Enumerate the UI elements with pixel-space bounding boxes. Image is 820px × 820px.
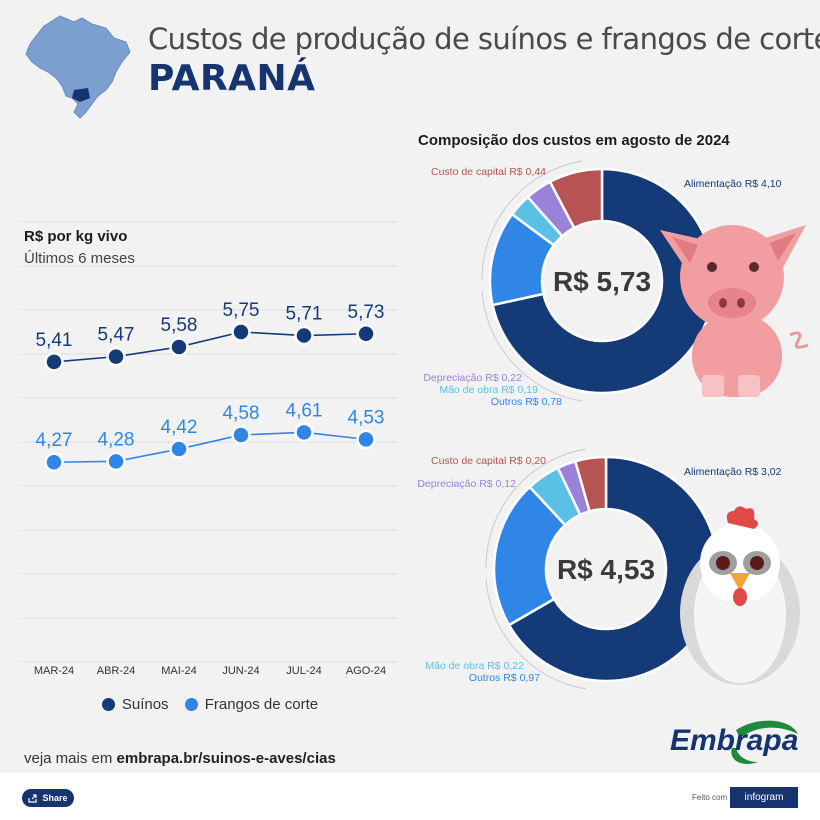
- x-tick-label: MAR-24: [34, 665, 74, 677]
- legend-swatch-suinos: [101, 698, 115, 711]
- data-label: 5,47: [98, 325, 135, 346]
- chicken-beak: [730, 573, 750, 591]
- x-tick-label: JUL-24: [286, 665, 321, 677]
- guide-arc: [481, 290, 583, 402]
- data-point: [231, 322, 251, 342]
- data-label: 4,28: [98, 429, 135, 450]
- footer-more-info: veja mais em embrapa.br/suinos-e-aves/ci…: [24, 750, 336, 767]
- pig-ear: [660, 230, 705, 275]
- feito-com-label: Feito com: [692, 793, 728, 802]
- chicken-head: [700, 523, 780, 603]
- donut-slice-outros: [492, 485, 567, 627]
- pig-nostril: [719, 298, 727, 308]
- pig-head: [680, 225, 784, 329]
- legend-item-frangos[interactable]: Frangos de corte: [184, 696, 319, 713]
- data-label: 5,75: [223, 300, 260, 321]
- data-label: 5,71: [286, 304, 323, 325]
- data-point: [356, 429, 376, 450]
- slice-label-mao_de_obra: Mão de obra R$ 0,22: [425, 660, 524, 672]
- bottom-bar: [0, 773, 820, 820]
- slice-label-mao_de_obra: Mão de obra R$ 0,19: [439, 384, 538, 396]
- legend-label-frangos: Frangos de corte: [204, 696, 319, 713]
- donut-slice-capital: [573, 455, 608, 513]
- data-point: [294, 325, 314, 346]
- line-chart: MAR-24 ABR-24 MAI-24 JUN-24 JUL-24 AGO-24 5,41…: [22, 221, 397, 677]
- footer-link[interactable]: embrapa.br/suinos-e-aves/cias: [116, 750, 336, 767]
- pig-eye: [707, 262, 717, 272]
- data-label: 4,58: [223, 403, 260, 424]
- donut-center-label: R$ 4,53: [557, 554, 655, 585]
- slice-label-capital: Custo de capital R$ 0,44: [431, 166, 546, 178]
- footer-prefix: veja mais em: [24, 750, 117, 767]
- x-tick-label: MAI-24: [161, 665, 196, 677]
- x-tick-label: JUN-24: [222, 665, 259, 677]
- data-label: 5,41: [36, 330, 73, 351]
- data-point: [44, 452, 64, 472]
- pig-nostril: [737, 298, 745, 308]
- data-point: [231, 425, 251, 445]
- chicken-comb: [726, 506, 758, 529]
- data-point: [106, 346, 126, 367]
- pig-icon: [660, 225, 809, 397]
- pig-leg: [702, 375, 724, 397]
- line-chart-title: R$ por kg vivo: [24, 228, 128, 245]
- chicken-cost-donut: R$ 4,53 Alimentação R$ 3,02 Outros R$ 0,97…: [417, 448, 800, 690]
- slice-label-outros: Outros R$ 0,78: [491, 396, 562, 408]
- page-title: Custos de produção de suínos e frangos d…: [148, 22, 820, 56]
- pig-ear-inner: [770, 233, 796, 261]
- x-tick-label: ABR-24: [97, 665, 136, 677]
- data-point: [169, 337, 189, 357]
- data-label: 5,73: [348, 302, 385, 323]
- guide-arc: [485, 578, 587, 690]
- chicken-wattle: [733, 588, 747, 606]
- series-line-suinos: [53, 331, 367, 363]
- line-chart-legend: Suínos Frangos de corte: [0, 696, 420, 715]
- data-point: [44, 352, 64, 372]
- data-label: 4,27: [36, 430, 73, 451]
- pig-snout: [708, 288, 756, 318]
- slice-label-depreciacao: Depreciação R$ 0,22: [423, 372, 522, 384]
- donut-slice-capital: [548, 167, 604, 230]
- embrapa-logo-text: Embrapa: [670, 724, 798, 757]
- series-line-frangos: [53, 431, 367, 464]
- pig-ear-inner: [672, 237, 698, 263]
- composition-title: Composição dos custos em agosto de 2024: [418, 132, 730, 149]
- legend-label-suinos: Suínos: [121, 696, 169, 713]
- guide-arc: [481, 160, 583, 282]
- share-label: Share: [42, 793, 68, 803]
- slice-label-alimentacao: Alimentação R$ 4,10: [684, 178, 782, 190]
- legend-swatch-frangos: [184, 698, 198, 711]
- data-point: [294, 422, 314, 443]
- slice-label-alimentacao: Alimentação R$ 3,02: [684, 466, 782, 478]
- pig-eye: [749, 262, 759, 272]
- data-label: 4,61: [286, 400, 323, 421]
- infogram-logo[interactable]: infogram: [730, 787, 798, 808]
- slice-label-capital: Custo de capital R$ 0,20: [431, 455, 546, 467]
- pig-tail: [789, 331, 809, 349]
- guide-arc: [485, 448, 587, 570]
- page-subtitle: PARANÁ: [148, 58, 316, 99]
- line-chart-subtitle: Últimos 6 meses: [24, 250, 135, 267]
- data-point: [169, 439, 189, 459]
- brazil-map-icon: [25, 15, 131, 119]
- data-point: [106, 451, 126, 472]
- data-label: 5,58: [161, 315, 198, 336]
- data-label: 4,53: [348, 407, 385, 428]
- chicken-eye: [716, 556, 730, 570]
- pig-cost-donut: R$ 5,73 Alimentação R$ 4,10 Outros R$ 0,78…: [423, 160, 809, 408]
- chicken-eye: [750, 556, 764, 570]
- slice-label-outros: Outros R$ 0,97: [469, 672, 540, 684]
- data-point: [356, 324, 376, 344]
- share-button[interactable]: Share: [22, 789, 74, 807]
- data-label: 4,42: [161, 417, 198, 438]
- donut-center-label: R$ 5,73: [553, 266, 651, 297]
- chicken-icon: [680, 506, 800, 685]
- legend-item-suinos[interactable]: Suínos: [101, 696, 169, 713]
- donut-slice-alimentacao: [507, 455, 720, 683]
- x-tick-label: AGO-24: [346, 665, 386, 677]
- pig-leg: [738, 375, 760, 397]
- embrapa-logo: Embrapa: [670, 720, 798, 765]
- slice-label-depreciacao: Depreciação R$ 0,12: [417, 478, 516, 490]
- share-icon: [28, 793, 38, 803]
